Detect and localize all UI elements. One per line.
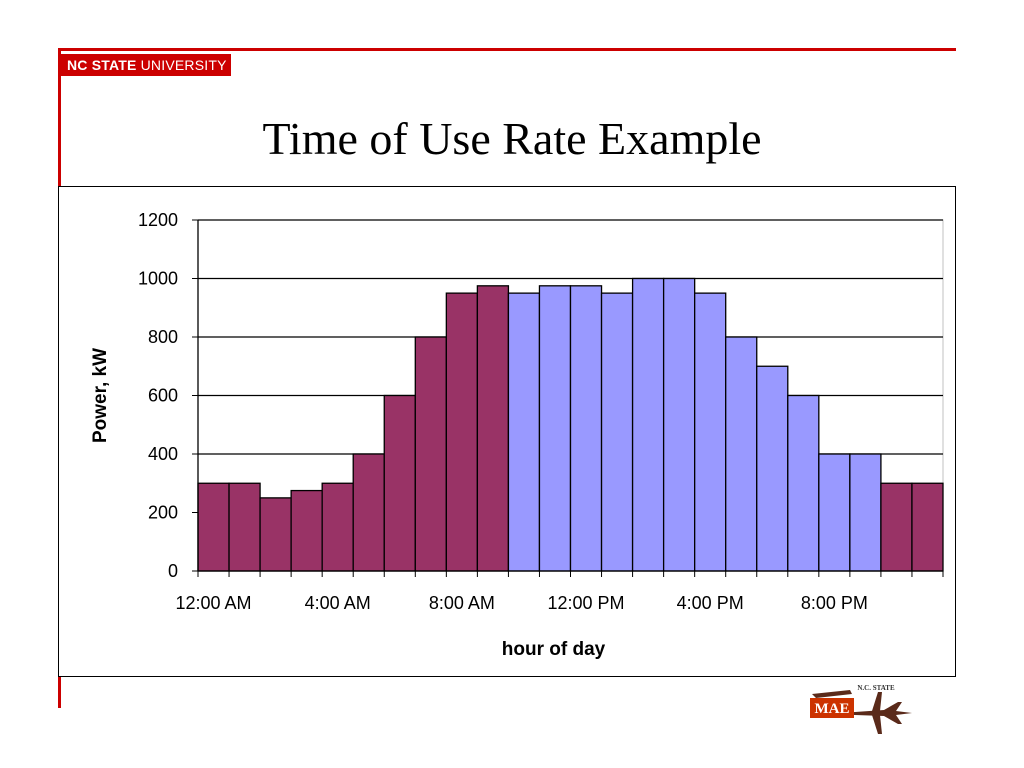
bar-hour-21 [849, 453, 882, 572]
y-tick-label: 1000 [138, 269, 178, 289]
mae-logo: MAE N.C. STATE [810, 684, 912, 734]
x-tick-label: 4:00 AM [305, 593, 371, 613]
wordmark-thin: UNIVERSITY [140, 57, 227, 73]
bar-hour-14 [631, 277, 665, 572]
bar-hour-17 [725, 336, 758, 572]
university-wordmark: NC STATE UNIVERSITY [61, 54, 231, 76]
y-tick-label: 800 [148, 327, 178, 347]
bar-hour-0 [197, 482, 230, 572]
bar-hour-11 [538, 285, 572, 572]
bar-hour-4 [321, 482, 354, 572]
bar-hour-13 [600, 292, 634, 572]
y-tick-label: 400 [148, 444, 178, 464]
chart-frame: 0 200 400 600 800 1000 1200 12:00 AM 4:00 AM 8:00… [58, 186, 956, 677]
bar-hour-2 [259, 497, 292, 572]
top-accent-rule [58, 48, 956, 51]
bar-hour-16 [694, 292, 727, 572]
bar-hour-23 [911, 482, 944, 572]
slide-title: Time of Use Rate Example [262, 113, 762, 164]
power-bar-chart: 0 200 400 600 800 1000 1200 12:00 AM 4:00 AM 8:00… [90, 210, 944, 660]
x-tick-label: 8:00 PM [801, 593, 868, 613]
y-tick-label: 200 [148, 503, 178, 523]
y-tick-label: 600 [148, 386, 178, 406]
bar-hour-12 [569, 285, 603, 572]
bar-hour-20 [818, 453, 851, 572]
bar-hour-9 [476, 285, 510, 572]
y-tick-label: 1200 [138, 210, 178, 230]
x-tick-label: 4:00 PM [677, 593, 744, 613]
bar-hour-7 [414, 336, 447, 572]
bar-hour-15 [662, 277, 696, 572]
bar-hour-6 [383, 394, 416, 572]
bar-hour-8 [445, 292, 479, 572]
x-tick-label: 12:00 PM [547, 593, 624, 613]
bar-hour-19 [787, 394, 820, 572]
bar-hour-3 [290, 489, 323, 572]
x-tick-label: 12:00 AM [175, 593, 251, 613]
bar-hour-5 [352, 453, 385, 572]
bar-hour-1 [228, 482, 261, 572]
wordmark-bold: NC STATE [67, 57, 137, 73]
bar-hour-18 [756, 365, 789, 572]
y-tick-label: 0 [168, 561, 178, 581]
jet-silhouette [826, 702, 912, 724]
logo-state-text: N.C. STATE [857, 684, 895, 692]
x-axis-title: hour of day [502, 639, 606, 660]
bar-hour-10 [507, 292, 541, 572]
x-tick-label: 8:00 AM [429, 593, 495, 613]
logo-initials: MAE [815, 701, 850, 717]
y-axis-title: Power, kW [90, 348, 111, 443]
bar-hour-22 [880, 482, 913, 572]
